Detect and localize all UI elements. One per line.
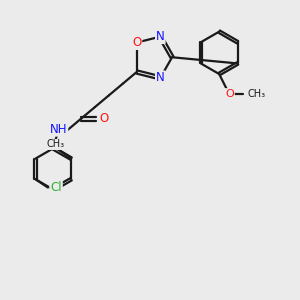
Text: N: N <box>156 30 165 43</box>
Text: O: O <box>225 89 234 99</box>
Text: N: N <box>156 71 165 84</box>
Text: O: O <box>132 36 141 49</box>
Text: NH: NH <box>50 123 67 136</box>
Text: Cl: Cl <box>50 181 62 194</box>
Text: CH₃: CH₃ <box>47 140 65 149</box>
Text: CH₃: CH₃ <box>248 89 266 99</box>
Text: O: O <box>100 112 109 125</box>
